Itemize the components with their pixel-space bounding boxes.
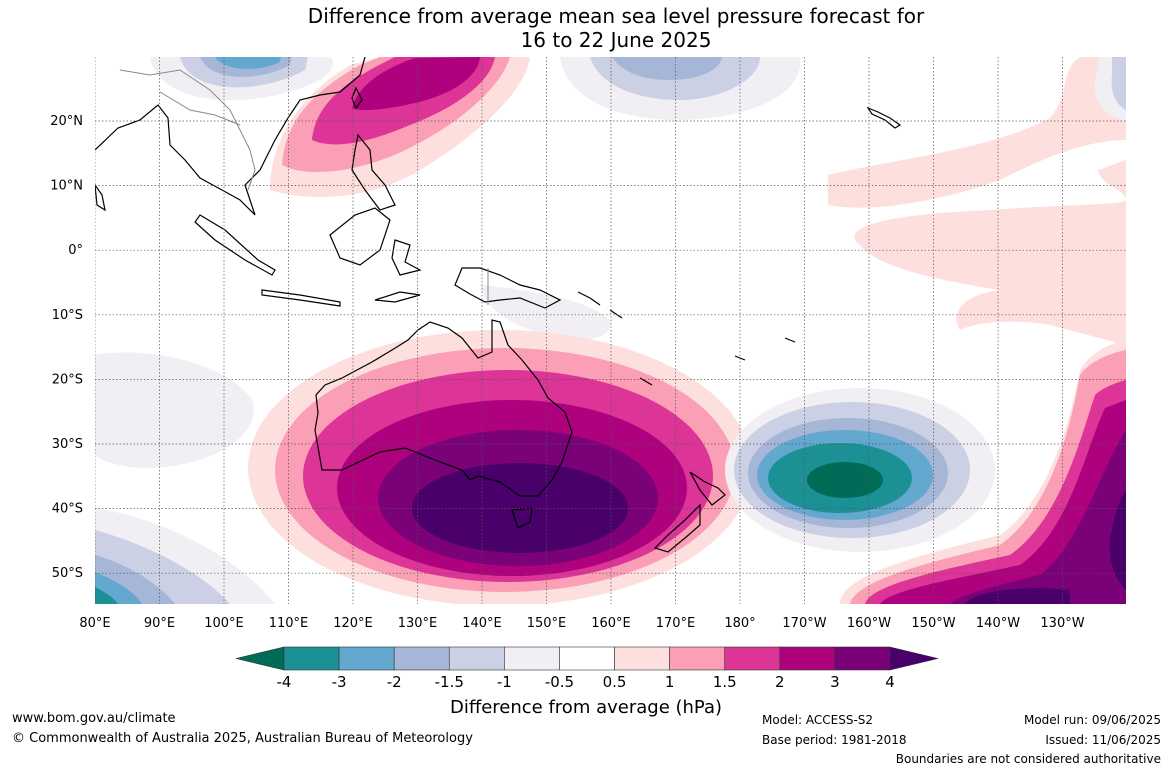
footer-base-period: Base period: 1981-2018 [762,733,907,747]
lon-label: 170°W [782,616,826,631]
lon-label: 80°E [79,616,110,631]
lon-label: 110°E [269,616,309,631]
colorbar-tick-label: 3 [830,673,840,691]
anomaly-field [95,57,1126,604]
lat-label: 20°N [50,114,83,129]
lat-label: 10°S [52,308,83,323]
lat-label: 40°S [52,502,83,517]
map-title: Difference from average mean sea level p… [0,4,1173,52]
colorbar-tick-label: -0.5 [545,673,574,691]
colorbar-swatch [448,646,505,671]
lat-label: 10°N [50,179,83,194]
hawaii-islands [866,106,902,129]
colorbar-tick-label: 4 [885,673,895,691]
colorbar-swatch [779,646,836,671]
lon-label: 130°W [1040,616,1084,631]
neg-region-indian-ocean [95,352,254,469]
lon-label: 160°W [847,616,891,631]
australia-coast [314,319,573,497]
pos-region-australia [248,330,752,604]
new-zealand-north [689,471,726,506]
colorbar-swatch [283,646,340,671]
pos-region-south-china-sea [270,57,530,198]
sumatra-coast [194,214,276,276]
lat-label: 0° [68,243,83,258]
neg-region-north-india [150,57,333,101]
colorbar-swatch [669,646,726,671]
sri-lanka-coast [95,183,106,212]
sulawesi-coast [391,239,422,276]
footer-model: Model: ACCESS-S2 [762,713,874,727]
neg-region-northeast-inner [1111,57,1126,110]
colorbar-tick-label: -1 [497,673,512,691]
longitude-labels: 80°E 90°E 100°E 110°E 120°E 130°E 140°E 150°E 16… [79,616,1084,631]
colorbar-tick-label: 0.5 [603,673,627,691]
colorbar-swatch [393,646,450,671]
lon-label: 140°W [976,616,1020,631]
colorbar-swatch [834,646,891,671]
colorbar-tick-label: -2 [387,673,402,691]
graticule [95,57,1126,604]
tasmania-coast [511,507,533,529]
timor-coast [374,291,421,303]
colorbar-swatch [614,646,670,671]
new-zealand-south [653,503,701,553]
java-coast [261,289,341,307]
lon-label: 170°E [656,616,696,631]
pos-region-east-pacific [828,57,1126,345]
neg-region-southwest [95,508,275,604]
borneo-coast [329,207,391,266]
lon-label: 150°E [527,616,567,631]
philippines-coast [351,133,396,211]
neg-region-low-pressure [725,388,995,552]
colorbar-tick-label: 1 [665,673,675,691]
lon-label: 130°E [398,616,438,631]
colorbar: -4 -3 -2 -1.5 -1 -0.5 0.5 1 1.5 2 3 4 [235,646,939,691]
new-guinea-coast [454,267,562,309]
lat-label: 30°S [52,437,83,452]
pos-region-southeast-pacific [840,340,1126,604]
colorbar-swatch [559,646,615,671]
colorbar-max-extend [889,646,939,671]
lon-label: 90°E [144,616,175,631]
colorbar-min-extend [235,646,285,671]
footer-website[interactable]: www.bom.gov.au/climate [12,711,176,726]
colorbar-tick-label: -1.5 [435,673,464,691]
colorbar-swatch [724,646,781,671]
title-line-1: Difference from average mean sea level p… [307,4,925,28]
footer-boundaries: Boundaries are not considered authoritat… [895,752,1161,766]
latitude-labels: 20°N 10°N 0° 10°S 20°S 30°S 40°S 50°S [50,114,83,581]
country-borders [119,69,489,305]
lon-label: 160°E [591,616,631,631]
lon-label: 150°W [911,616,955,631]
lon-label: 180° [724,616,755,631]
colorbar-swatch [504,646,560,671]
lat-label: 20°S [52,372,83,387]
lon-label: 140°E [462,616,502,631]
taiwan-coast [351,86,363,110]
colorbar-tick-label: -3 [332,673,347,691]
neg-region-north-pacific [560,57,801,120]
lon-label: 100°E [204,616,244,631]
colorbar-tick-label: 1.5 [713,673,737,691]
footer-copyright: © Commonwealth of Australia 2025, Austra… [12,731,473,746]
footer-model-run: Model run: 09/06/2025 [1023,713,1161,727]
colorbar-title: Difference from average (hPa) [450,697,722,718]
colorbar-swatch [338,646,395,671]
title-line-2: 16 to 22 June 2025 [520,28,712,52]
lat-label: 50°S [52,566,83,581]
colorbar-tick-label: -4 [277,673,292,691]
colorbar-tick-label: 2 [775,673,785,691]
footer-issued: Issued: 11/06/2025 [1045,733,1161,747]
lon-label: 120°E [333,616,373,631]
